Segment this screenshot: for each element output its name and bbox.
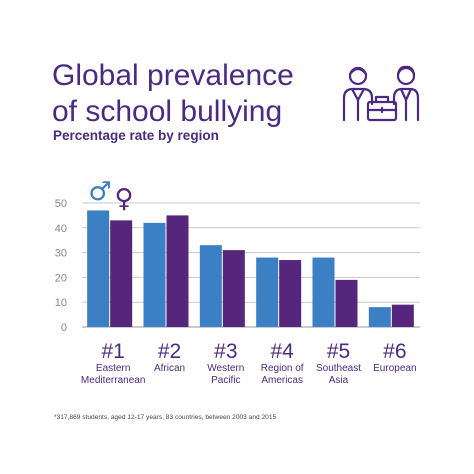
x-tick-label: Pacific [211, 375, 240, 386]
y-tick-label: 0 [61, 322, 67, 334]
bar [143, 222, 166, 327]
y-tick-label: 50 [55, 198, 67, 210]
bar [166, 215, 189, 327]
bar [368, 307, 391, 327]
x-tick-label: Eastern [96, 363, 130, 374]
y-tick-label: 20 [55, 272, 67, 284]
bar [391, 304, 414, 327]
y-tick-label: 10 [55, 297, 67, 309]
rank-label: #6 [383, 340, 406, 363]
female-symbol: ♀ [114, 184, 133, 214]
rank-label: #3 [214, 340, 237, 363]
x-tick-label: Southeast [316, 363, 361, 374]
rank-label: #5 [327, 340, 350, 363]
bar [279, 260, 302, 327]
x-tick-label: Mediterranean [81, 375, 145, 386]
bar [256, 257, 279, 327]
bar [87, 210, 110, 327]
y-tick-label: 40 [55, 223, 67, 235]
chart-subtitle: Percentage rate by region [53, 128, 219, 143]
x-tick-label: Western [207, 363, 244, 374]
title-line-1: Global prevalence [52, 59, 294, 92]
bar [199, 245, 222, 327]
bar [222, 250, 245, 327]
rank-label: #2 [158, 340, 181, 363]
x-tick-label: Americas [261, 375, 303, 386]
bar [335, 279, 358, 327]
male-symbol: ♂ [88, 177, 111, 207]
chart-title: Global prevalence of school bullying [52, 58, 352, 130]
bar [312, 257, 335, 327]
y-tick-label: 30 [55, 248, 67, 260]
title-line-2: of school bullying [52, 95, 283, 128]
x-tick-label: African [154, 363, 185, 374]
students-briefcase-icon [342, 65, 420, 122]
footnote: *317,869 students, aged 12-17 years, 83 … [54, 414, 277, 421]
rank-label: #1 [101, 340, 124, 363]
x-tick-label: Region of [261, 363, 304, 374]
rank-label: #4 [270, 340, 294, 363]
x-tick-label: European [373, 363, 416, 374]
bar [110, 220, 133, 327]
x-tick-label: Asia [329, 375, 349, 386]
